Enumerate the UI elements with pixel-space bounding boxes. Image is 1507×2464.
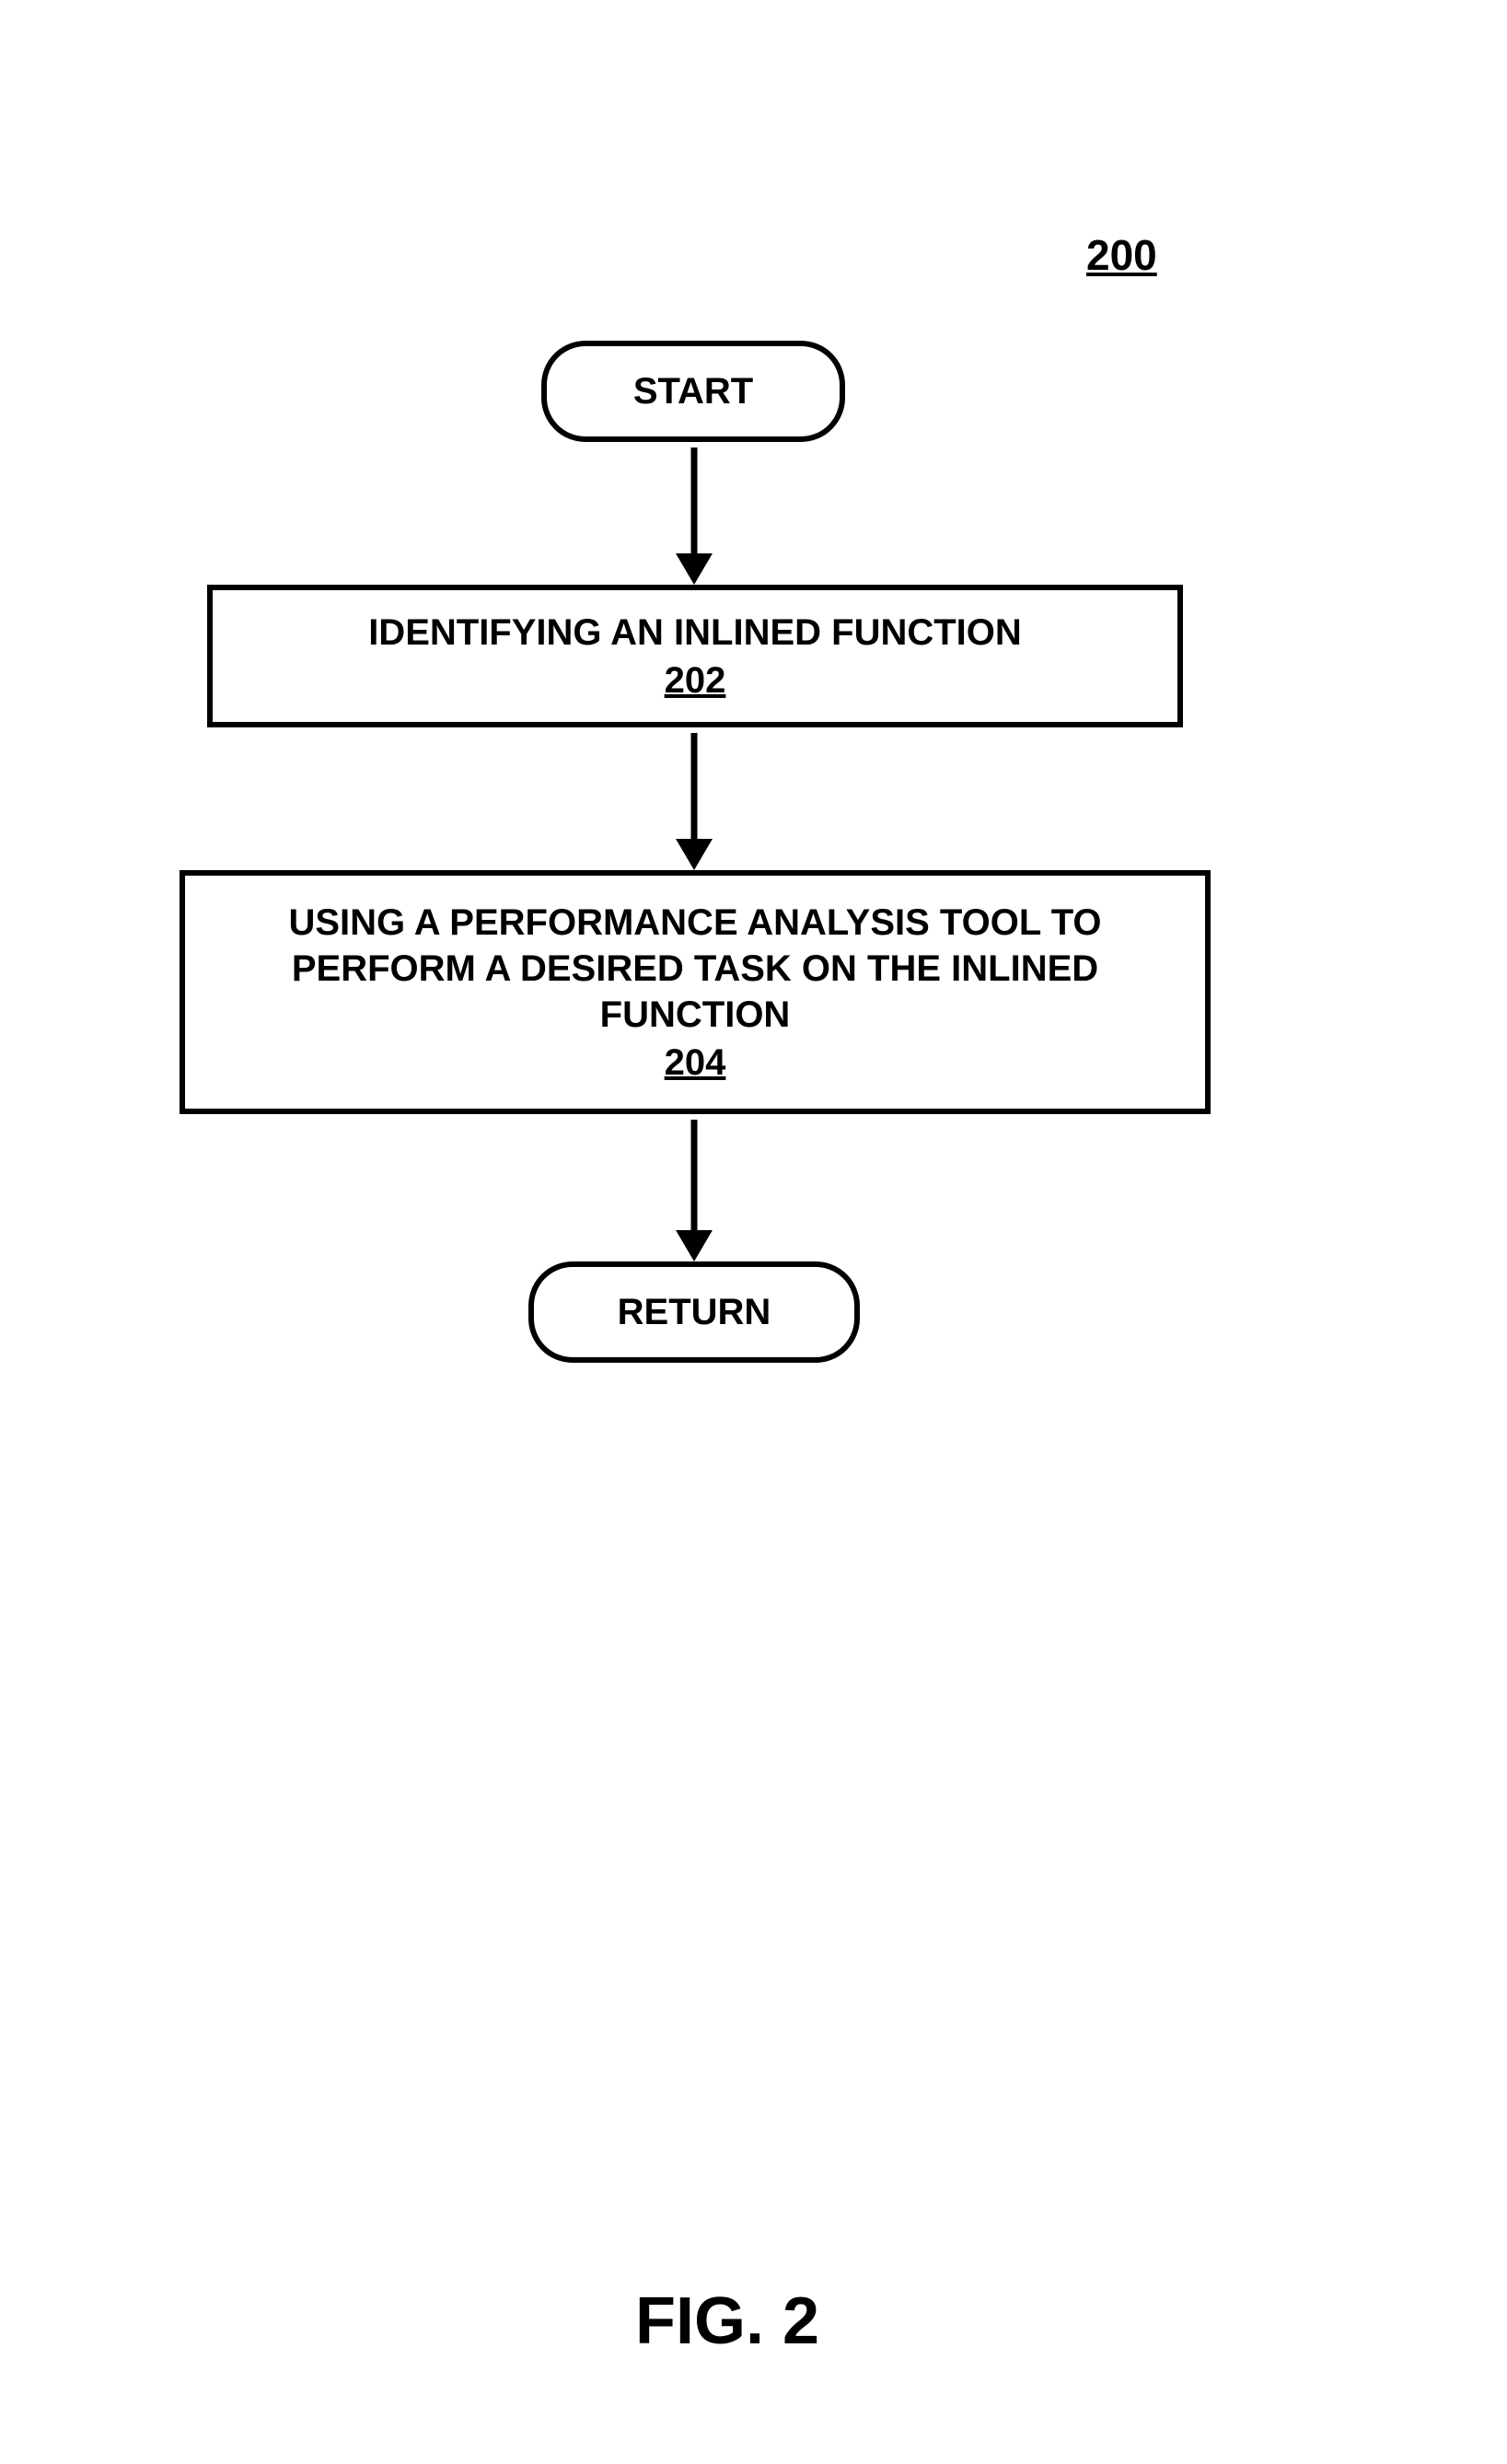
flowchart-edge-start-to-202 (674, 446, 714, 587)
flowchart-node-return-label: RETURN (618, 1292, 771, 1333)
flowchart-node-202-line1: IDENTIFYING AN INLINED FUNCTION (368, 610, 1022, 656)
flowchart-node-204-line3: FUNCTION (600, 992, 791, 1038)
flowchart-edge-202-to-204 (674, 731, 714, 872)
flowchart-node-return: RETURN (528, 1261, 860, 1363)
flowchart-node-204-line1: USING A PERFORMANCE ANALYSIS TOOL TO (288, 900, 1101, 946)
flowchart-edge-204-to-return (674, 1118, 714, 1263)
flowchart-node-start: START (541, 341, 845, 442)
figure-caption: FIG. 2 (635, 2284, 819, 2359)
flowchart-node-start-label: START (633, 371, 753, 413)
figure-number-label: 200 (1086, 230, 1157, 280)
flowchart-node-204: USING A PERFORMANCE ANALYSIS TOOL TO PER… (180, 870, 1211, 1114)
flowchart-node-204-ref: 204 (665, 1040, 726, 1086)
flowchart-node-202: IDENTIFYING AN INLINED FUNCTION 202 (207, 585, 1183, 727)
flowchart-node-204-line2: PERFORM A DESIRED TASK ON THE INLINED (292, 946, 1098, 992)
flowchart-node-202-ref: 202 (665, 657, 726, 703)
